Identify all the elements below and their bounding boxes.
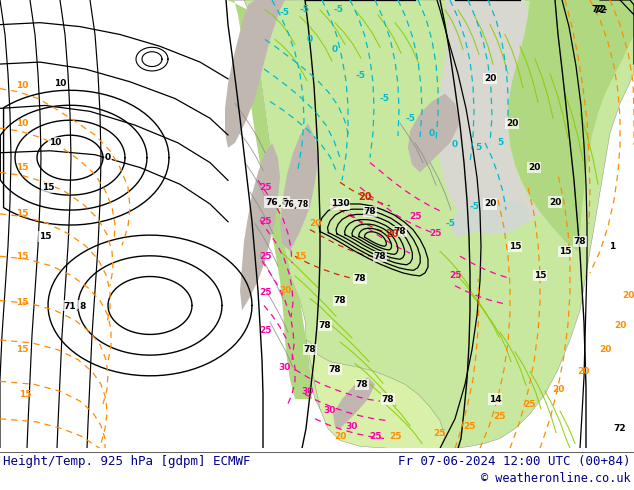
Text: 20: 20 [528,163,540,172]
Polygon shape [240,143,280,310]
Text: 20: 20 [309,219,321,228]
Text: -5: -5 [470,202,480,211]
Text: 1: 1 [609,242,615,251]
Text: 78: 78 [394,227,406,236]
Polygon shape [408,94,460,172]
Text: 30: 30 [302,387,314,396]
Text: -5: -5 [355,72,365,80]
Text: 78: 78 [574,237,586,246]
Text: 72-: 72- [592,5,608,14]
Text: Height/Temp. 925 hPa [gdpm] ECMWF: Height/Temp. 925 hPa [gdpm] ECMWF [3,455,250,468]
Text: 25: 25 [369,432,381,441]
Polygon shape [280,123,318,251]
Text: © weatheronline.co.uk: © weatheronline.co.uk [481,472,631,485]
Text: -5: -5 [405,114,415,123]
Polygon shape [228,0,312,399]
Text: 25: 25 [434,429,446,438]
Text: 15: 15 [16,209,29,219]
Text: 20: 20 [622,291,634,300]
Text: 15: 15 [19,390,31,399]
Text: 78: 78 [328,365,341,374]
Text: 20: 20 [549,197,561,206]
Text: 15: 15 [16,163,29,172]
Text: 78: 78 [319,320,332,330]
Text: 0: 0 [105,153,111,162]
Text: 15: 15 [16,345,29,354]
Text: 72: 72 [614,424,626,433]
Text: 25: 25 [524,399,536,409]
Text: 20: 20 [598,345,611,354]
Text: 15: 15 [16,252,29,261]
Text: 76¸78: 76¸78 [283,199,309,208]
Text: -5: -5 [445,219,455,228]
Text: Fr 07-06-2024 12:00 UTC (00+84): Fr 07-06-2024 12:00 UTC (00+84) [398,455,631,468]
Text: 20: 20 [385,228,399,239]
Text: 14: 14 [489,394,501,404]
Text: 30: 30 [279,363,291,372]
Text: 25: 25 [259,288,271,297]
Text: 10: 10 [16,81,28,90]
Text: 0: 0 [307,35,313,44]
Text: 10: 10 [16,119,28,128]
Text: 15: 15 [294,252,306,261]
Polygon shape [228,0,634,448]
Text: 76¸8: 76¸8 [265,197,288,206]
Text: 78: 78 [354,274,366,283]
Text: 20: 20 [577,367,589,376]
Text: 25: 25 [429,229,441,238]
Text: -5: -5 [300,5,310,14]
Text: 20: 20 [484,74,496,83]
Text: 25: 25 [259,252,271,261]
Text: 20: 20 [552,385,564,394]
Text: 78: 78 [304,345,316,354]
Text: 20: 20 [279,286,291,295]
Text: 25: 25 [409,212,421,221]
Text: 15: 15 [39,232,51,241]
Text: 78: 78 [356,380,368,389]
Text: 30: 30 [346,422,358,431]
Text: 10: 10 [49,138,61,147]
Polygon shape [306,340,445,448]
Text: -5: -5 [380,94,390,103]
Text: -5: -5 [280,8,290,17]
Text: 25: 25 [389,432,401,441]
Text: 0: 0 [429,128,435,138]
Text: -5: -5 [333,5,343,14]
Text: 25: 25 [259,325,271,335]
Text: 15: 15 [559,247,571,256]
Text: 15: 15 [42,183,55,192]
Text: 30: 30 [324,406,336,416]
Text: 15: 15 [508,242,521,251]
Text: 78: 78 [373,252,386,261]
Text: 71¸8: 71¸8 [63,301,87,310]
Text: 0: 0 [452,140,458,149]
Text: 15: 15 [534,271,547,280]
Text: 25: 25 [494,412,507,421]
Polygon shape [438,0,540,234]
Text: 20: 20 [484,199,496,208]
Polygon shape [450,200,530,237]
Polygon shape [333,377,375,429]
Text: 25: 25 [259,183,271,192]
Text: 25: 25 [259,217,271,226]
Text: 25: 25 [463,422,476,431]
Text: 20: 20 [358,192,372,202]
Text: 0: 0 [332,45,338,54]
Text: 10: 10 [54,79,66,88]
Polygon shape [508,0,634,251]
Text: 130: 130 [331,199,349,208]
Text: 5: 5 [475,143,481,152]
Text: 72: 72 [593,5,607,15]
Text: 15: 15 [16,298,29,307]
Text: 78: 78 [333,296,346,305]
Polygon shape [225,0,285,148]
Text: 5: 5 [497,138,503,147]
Text: 25: 25 [449,271,462,280]
Text: 20: 20 [614,320,626,330]
Text: 20: 20 [334,432,346,441]
Text: 78: 78 [382,394,394,404]
Text: 20: 20 [506,119,518,128]
Text: 78: 78 [364,207,377,217]
